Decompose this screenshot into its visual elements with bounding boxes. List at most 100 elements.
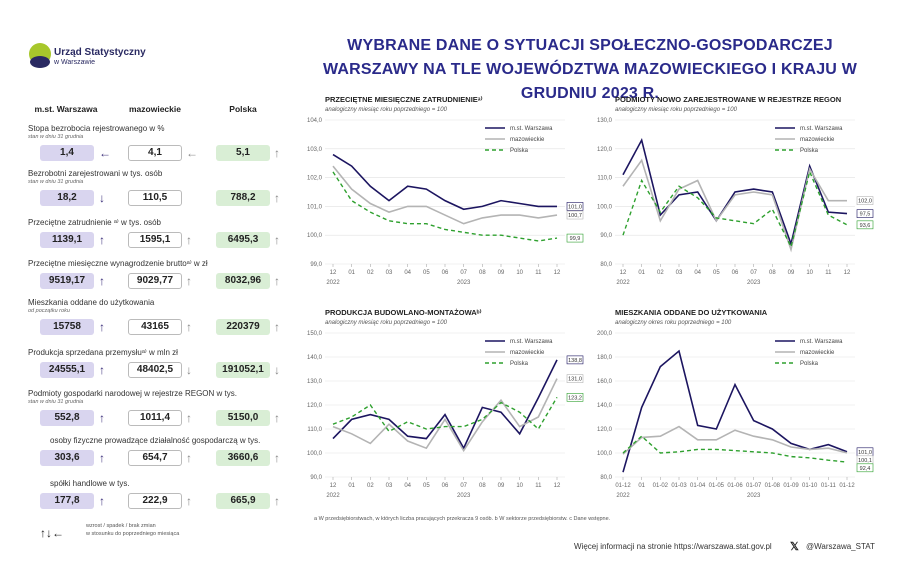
x-tick-label: 07 [750,270,757,276]
y-tick-label: 110,0 [597,176,612,182]
indicator-label: Stopa bezrobocia rejestrowanego w % [28,124,165,133]
y-tick-label: 150,0 [307,331,323,337]
x-tick-label: 04 [404,483,411,489]
x-tick-label: 03 [676,270,683,276]
trend-arrow-icon: ↑ [186,494,192,508]
more-info-link[interactable]: Więcej informacji na stronie https://war… [574,542,772,551]
y-tick-label: 102,0 [307,176,323,182]
value-mazowieckie: 43165 [128,319,182,335]
legend-label: mazowieckie [510,350,545,356]
series-line-polska [332,171,558,242]
indicator-note: stan w dniu 31 grudnia [28,134,84,140]
y-tick-label: 180,0 [597,355,613,361]
year-label: 2023 [457,493,471,499]
year-label: 2022 [616,280,630,286]
end-value-label: 138,8 [568,358,582,364]
y-tick-label: 100,0 [597,451,613,457]
value-polska: 665,9 [216,493,270,509]
x-tick-label: 01 [638,483,645,489]
value-warszawa: 1,4 [40,145,94,161]
x-tick-label: 12 [620,270,627,276]
x-tick-label: 12 [330,270,337,276]
series-line-polska [622,169,848,249]
x-tick-label: 11 [535,270,542,276]
value-warszawa: 18,2 [40,190,94,206]
end-label-box [566,202,584,211]
x-tick-label: 06 [442,483,449,489]
footnote: a W przedsiębiorstwach, w których liczba… [314,516,611,522]
series-line-mazowieckie [622,158,847,253]
x-tick-label: 01 [348,483,355,489]
trend-arrow-icon: ↑ [274,191,280,205]
end-label-box [566,210,584,220]
trend-arrow-icon: ↑ [274,494,280,508]
value-polska: 8032,96 [216,273,270,289]
chart-title: PRZECIĘTNE MIESIĘCZNE ZATRUDNIENIEᵃ⁾ [325,95,483,104]
logo-name: Urząd Statystyczny [54,47,146,58]
chart-title: MIESZKANIA ODDANE DO UŻYTKOWANIA [615,308,768,317]
series-line-warszawa [332,153,557,211]
x-tick-label: 01-08 [765,483,781,489]
legend-label: mazowieckie [510,137,545,143]
x-tick-label: 05 [713,270,720,276]
trend-arrow-icon: ↑ [186,320,192,334]
series-line-mazowieckie [332,165,558,225]
chart-subtitle: analogiczny miesiąc roku poprzedniego = … [615,107,738,113]
x-tick-label: 12 [554,270,561,276]
year-label: 2023 [457,280,471,286]
legend-label: Polska [510,361,529,367]
series-line-polska [332,396,558,433]
value-warszawa: 177,8 [40,493,94,509]
trend-arrow-icon: ↑ [274,451,280,465]
end-value-label: 101,0 [568,204,582,210]
end-value-label: 131,0 [568,377,582,383]
y-tick-label: 120,0 [597,427,613,433]
value-polska: 3660,6 [216,450,270,466]
trend-arrow-icon: ↑ [274,146,280,160]
trend-arrow-icon: ↑ [99,320,105,334]
x-tick-label: 12 [844,270,851,276]
x-tick-label: 02 [657,270,664,276]
legend-label: m.st. Warszawa [510,339,553,345]
x-tick-label: 01-11 [821,483,837,489]
y-tick-label: 130,0 [307,379,323,385]
y-tick-label: 100,0 [597,204,613,210]
indicator-note: stan w dniu 31 grudnia [28,399,84,405]
end-label-box [566,393,584,402]
value-warszawa: 9519,17 [40,273,94,289]
end-value-label: 102,0 [858,199,872,205]
trend-arrow-icon: ↑ [274,411,280,425]
end-label-box [856,463,874,473]
x-tick-label: 01 [348,270,355,276]
value-mazowieckie: 222,9 [128,493,182,509]
trend-arrow-icon: ↑ [99,363,105,377]
series-line-polska [622,435,848,463]
x-tick-label: 06 [442,270,449,276]
x-tick-label: 12 [554,483,561,489]
end-label-box [566,355,584,365]
value-warszawa: 552,8 [40,410,94,426]
x-tick-label: 09 [498,270,505,276]
end-value-label: 100,7 [568,213,582,219]
value-warszawa: 303,6 [40,450,94,466]
end-value-label: 100,1 [858,458,872,464]
y-tick-label: 200,0 [597,331,613,337]
twitter-handle[interactable]: @Warszawa_STAT [806,542,875,551]
x-tick-label: 03 [386,483,393,489]
chart-title: PRODUKCJA BUDOWLANO-MONTAŻOWAᵇ⁾ [325,308,482,317]
trend-arrow-icon: ↑ [99,494,105,508]
y-tick-label: 160,0 [597,379,613,385]
x-tick-label: 01-12 [615,483,631,489]
chart-budownictwo: PRODUKCJA BUDOWLANO-MONTAŻOWAᵇ⁾ analogicz… [307,308,584,499]
year-label: 2022 [326,493,340,499]
trend-arrow-icon: ↑ [186,274,192,288]
y-tick-label: 103,0 [307,147,323,153]
column-header-mazowieckie: mazowieckie [129,104,181,114]
y-tick-label: 110,0 [307,427,322,433]
indicator-label: Przeciętne zatrudnienie ᵃ⁾ w tys. osób [28,218,162,227]
indicator-note: stan w dniu 31 grudnia [28,179,84,185]
chart-subtitle: analogiczny miesiąc roku poprzedniego = … [325,107,448,113]
trend-arrow-icon: ↑ [274,320,280,334]
end-value-label: 101,0 [858,450,872,456]
logo-subtitle: w Warszawie [54,59,95,66]
